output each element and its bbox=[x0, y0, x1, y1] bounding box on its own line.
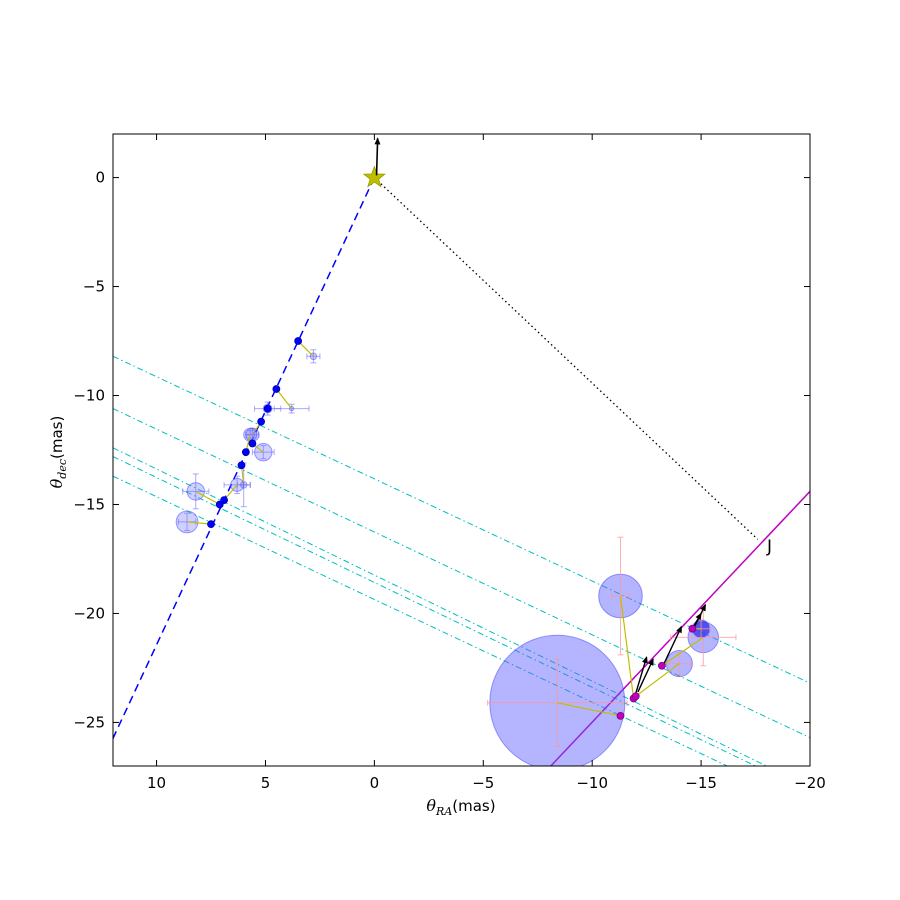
x-tick-label-3: −5 bbox=[472, 774, 494, 792]
core-vector-arrow bbox=[374, 137, 381, 176]
y-tick-label-1: −5 bbox=[83, 278, 105, 296]
x-tick-label-2: 0 bbox=[370, 774, 380, 792]
plot-frame bbox=[112, 133, 811, 767]
y-tick-label-5: −25 bbox=[73, 713, 105, 731]
y-axis-label-unit: (mas) bbox=[48, 416, 66, 459]
connector-1-3 bbox=[661, 636, 704, 667]
x-tick-label-0: 10 bbox=[147, 774, 166, 792]
y-tick-label-4: −20 bbox=[73, 604, 105, 622]
x-axis-label-symbol: θ bbox=[426, 796, 436, 815]
velocity-vector-1 bbox=[637, 658, 654, 693]
data-point-1-2 bbox=[631, 692, 640, 701]
data-point-0-8 bbox=[215, 500, 224, 509]
annotation-j: J bbox=[766, 537, 772, 557]
connector-0-9 bbox=[187, 521, 212, 525]
velocity-vector-2 bbox=[663, 625, 683, 664]
dashdot-line-4 bbox=[113, 475, 728, 766]
connector-0-1 bbox=[275, 388, 293, 409]
x-axis-label-subscript: RA bbox=[435, 805, 452, 818]
dashdot-line-3 bbox=[113, 456, 756, 766]
axes: 10 5 0 −5 −10 −15 −20 0 −5 −10 −15 −20 −25 bbox=[73, 134, 826, 792]
data-point-0-1 bbox=[272, 385, 281, 393]
data-point-0-4 bbox=[248, 439, 257, 448]
x-tick-label-1: 5 bbox=[261, 774, 271, 792]
data-point-0-9 bbox=[207, 520, 215, 528]
y-axis-label: θdec(mas) bbox=[47, 416, 69, 489]
x-axis-label-unit: (mas) bbox=[452, 797, 495, 815]
x-tick-label-6: −20 bbox=[794, 774, 826, 792]
core-star bbox=[362, 165, 386, 188]
connector-1-0 bbox=[557, 702, 621, 717]
data-point-0-6 bbox=[237, 461, 246, 470]
data-point-1-4 bbox=[688, 624, 697, 633]
data-point-0-5 bbox=[241, 448, 250, 457]
y-tick-label-3: −15 bbox=[73, 495, 105, 513]
connector-1-1 bbox=[619, 595, 635, 699]
data-point-1-0 bbox=[616, 711, 625, 720]
plot-area bbox=[113, 137, 810, 766]
x-tick-label-4: −10 bbox=[576, 774, 608, 792]
connector-0-8 bbox=[195, 490, 221, 506]
y-tick-label-0: 0 bbox=[95, 169, 105, 187]
y-axis-label-symbol: θ bbox=[47, 478, 66, 488]
data-point-1-3 bbox=[657, 661, 666, 670]
x-tick-label-5: −15 bbox=[685, 774, 717, 792]
connector-1-2 bbox=[635, 663, 680, 697]
jet-axis-line bbox=[113, 177, 376, 741]
y-axis-label-subscript: dec bbox=[56, 459, 69, 479]
data-point-0-3 bbox=[257, 417, 266, 426]
y-tick-label-2: −10 bbox=[73, 387, 105, 405]
x-axis-label: θRA(mas) bbox=[426, 796, 495, 818]
data-point-0-2 bbox=[263, 404, 272, 413]
data-point-0-0 bbox=[294, 337, 303, 345]
